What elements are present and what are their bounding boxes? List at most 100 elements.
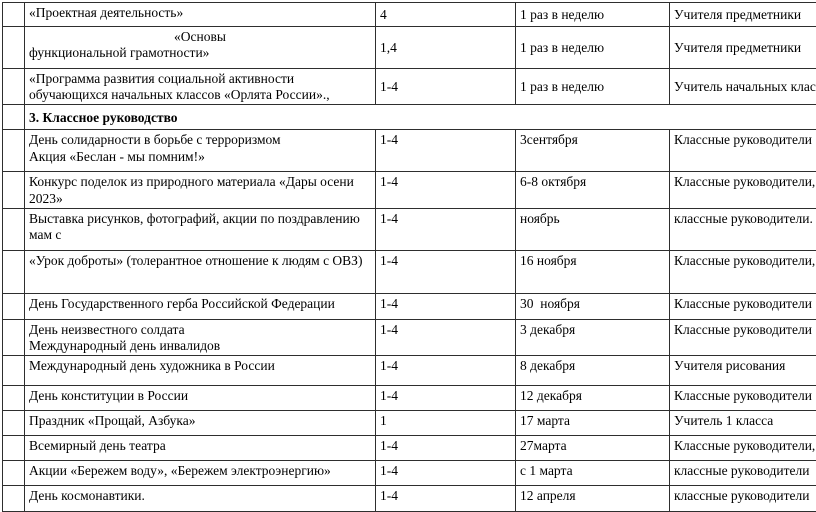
schedule-cell: 30 ноября bbox=[516, 293, 670, 319]
teachers-cell: Учителя предметники bbox=[670, 27, 816, 69]
grades-cell: 1-4 bbox=[376, 461, 516, 486]
activity-line: Праздник «Прощай, Азбука» bbox=[29, 413, 371, 429]
table-row: Международный день художника в России 1-4… bbox=[3, 356, 816, 386]
table-row: День солидарности в борьбе с терроризмом… bbox=[3, 130, 816, 172]
schedule-cell: 1 раз в неделю bbox=[516, 69, 670, 105]
teachers-cell: Классные руководители bbox=[670, 319, 816, 355]
schedule-cell: 6-8 октября bbox=[516, 172, 670, 208]
table-row: Акции «Бережем воду», «Бережем электроэн… bbox=[3, 461, 816, 486]
activity-line: Международный день инвалидов bbox=[29, 338, 371, 354]
schedule-cell: 1 раз в неделю bbox=[516, 3, 670, 27]
row-number-cell bbox=[3, 208, 25, 250]
row-number-cell bbox=[3, 172, 25, 208]
grades-cell: 4 bbox=[376, 3, 516, 27]
schedule-cell: 3сентября bbox=[516, 130, 670, 172]
table-row: Выставка рисунков, фотографий, акции по … bbox=[3, 208, 816, 250]
schedule-cell: 27марта bbox=[516, 436, 670, 461]
activity-line: День неизвестного солдата bbox=[29, 322, 371, 338]
activity-cell: День космонавтики. bbox=[25, 486, 376, 512]
row-number-cell bbox=[3, 436, 25, 461]
row-number-cell bbox=[3, 293, 25, 319]
teachers-cell: классные руководители bbox=[670, 461, 816, 486]
activity-line: День Государственного герба Российской Ф… bbox=[29, 296, 371, 312]
schedule-cell: 3 декабря bbox=[516, 319, 670, 355]
schedule-cell: 12 декабря bbox=[516, 386, 670, 411]
teachers-cell: Учитель начальных клас bbox=[670, 69, 816, 105]
row-number-cell bbox=[3, 69, 25, 105]
teachers-cell: классные руководители. bbox=[670, 208, 816, 250]
row-number-cell bbox=[3, 250, 25, 293]
schedule-cell: 12 апреля bbox=[516, 486, 670, 512]
schedule-cell: ноябрь bbox=[516, 208, 670, 250]
grades-cell: 1-4 bbox=[376, 172, 516, 208]
table-row: День Государственного герба Российской Ф… bbox=[3, 293, 816, 319]
activity-line: функциональной грамотности» bbox=[29, 45, 371, 61]
schedule-cell: 8 декабря bbox=[516, 356, 670, 386]
activity-line: «Основы bbox=[29, 29, 371, 45]
table-row: «Программа развития социальной активност… bbox=[3, 69, 816, 105]
table-row: Конкурс поделок из природного материала … bbox=[3, 172, 816, 208]
activity-line: День космонавтики. bbox=[29, 488, 371, 504]
grades-cell: 1-4 bbox=[376, 319, 516, 355]
activity-line: Акция «Беслан - мы помним!» bbox=[29, 149, 371, 165]
row-number-cell bbox=[3, 486, 25, 512]
row-number-cell bbox=[3, 356, 25, 386]
activity-cell: Международный день художника в России bbox=[25, 356, 376, 386]
activity-cell: День солидарности в борьбе с терроризмом… bbox=[25, 130, 376, 172]
row-number-cell bbox=[3, 461, 25, 486]
row-number-cell bbox=[3, 3, 25, 27]
row-number-cell bbox=[3, 105, 25, 130]
activity-line: День солидарности в борьбе с терроризмом bbox=[29, 132, 371, 148]
schedule-cell: 16 ноября bbox=[516, 250, 670, 293]
grades-cell: 1-4 bbox=[376, 436, 516, 461]
activity-line: Акции «Бережем воду», «Бережем электроэн… bbox=[29, 463, 371, 479]
row-number-cell bbox=[3, 386, 25, 411]
activity-cell: «Проектная деятельность» bbox=[25, 3, 376, 27]
teachers-cell: классные руководители bbox=[670, 486, 816, 512]
activity-cell: День конституции в России bbox=[25, 386, 376, 411]
table-row: «Урок доброты» (толерантное отношение к … bbox=[3, 250, 816, 293]
section-title: 3. Классное руководство bbox=[25, 105, 816, 130]
section-row: 3. Классное руководство bbox=[3, 105, 816, 130]
schedule-cell: 17 марта bbox=[516, 411, 670, 436]
teachers-cell: Классные руководители bbox=[670, 386, 816, 411]
teachers-cell: Учителя рисования bbox=[670, 356, 816, 386]
grades-cell: 1,4 bbox=[376, 27, 516, 69]
activity-cell: Праздник «Прощай, Азбука» bbox=[25, 411, 376, 436]
grades-cell: 1-4 bbox=[376, 293, 516, 319]
grades-cell: 1-4 bbox=[376, 386, 516, 411]
teachers-cell: Учителя предметники bbox=[670, 3, 816, 27]
teachers-cell: Классные руководители, bbox=[670, 172, 816, 208]
grades-cell: 1-4 bbox=[376, 250, 516, 293]
activity-cell: Всемирный день театра bbox=[25, 436, 376, 461]
activity-line: Международный день художника в России bbox=[29, 358, 371, 374]
teachers-cell: Классные руководители bbox=[670, 130, 816, 172]
activity-cell: День Государственного герба Российской Ф… bbox=[25, 293, 376, 319]
activity-line: «Проектная деятельность» bbox=[29, 5, 371, 21]
activity-line: День конституции в России bbox=[29, 388, 371, 404]
row-number-cell bbox=[3, 319, 25, 355]
activity-line: Выставка рисунков, фотографий, акции по … bbox=[29, 211, 371, 243]
teachers-cell: Учитель 1 класса bbox=[670, 411, 816, 436]
row-number-cell bbox=[3, 411, 25, 436]
activity-line: Всемирный день театра bbox=[29, 438, 371, 454]
activity-line: «Урок доброты» (толерантное отношение к … bbox=[29, 253, 371, 269]
activity-line: Конкурс поделок из природного материала … bbox=[29, 174, 371, 206]
teachers-cell: Классные руководители bbox=[670, 293, 816, 319]
activity-cell: Выставка рисунков, фотографий, акции по … bbox=[25, 208, 376, 250]
activity-cell: Конкурс поделок из природного материала … bbox=[25, 172, 376, 208]
teachers-cell: Классные руководители, bbox=[670, 250, 816, 293]
grades-cell: 1-4 bbox=[376, 356, 516, 386]
activity-cell: Акции «Бережем воду», «Бережем электроэн… bbox=[25, 461, 376, 486]
activity-line: «Программа развития социальной активност… bbox=[29, 71, 371, 103]
